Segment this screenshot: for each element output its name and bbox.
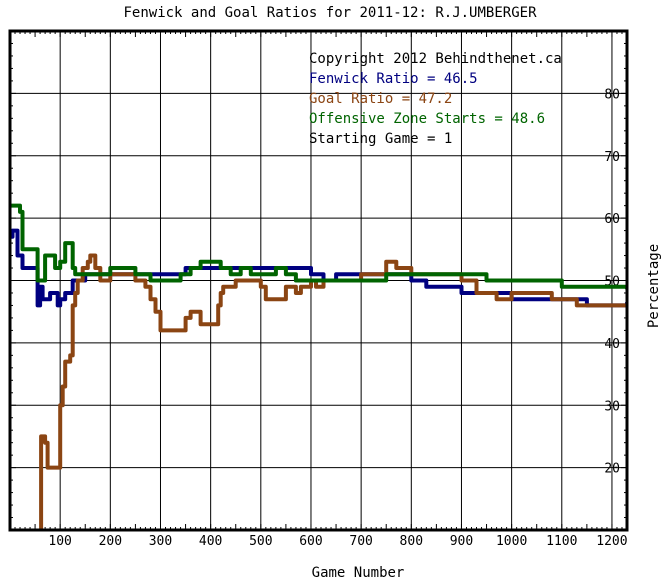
x-tick-label: 900 [450, 534, 473, 549]
x-tick-label: 600 [299, 534, 322, 549]
legend-annotation: Copyright 2012 Behindthenet.ca [309, 51, 562, 67]
y-tick-label: 70 [604, 150, 620, 165]
series-line-fenwick-ratio [10, 228, 627, 308]
x-tick-label: 200 [99, 534, 122, 549]
x-axis-title: Game Number [312, 565, 405, 580]
grid-layer [10, 31, 627, 530]
x-tick-label: 1100 [546, 534, 577, 549]
series-layer [10, 203, 627, 530]
legend-annotation: Goal Ratio = 47.2 [309, 91, 452, 107]
y-tick-label: 80 [604, 87, 620, 102]
plot-frame [8, 29, 629, 532]
x-tick-label: 1200 [596, 534, 627, 549]
legend-annotation: Fenwick Ratio = 46.5 [309, 71, 478, 87]
x-tick-label: 400 [199, 534, 222, 549]
x-tick-label: 700 [349, 534, 372, 549]
y-tick-label: 30 [604, 399, 620, 414]
x-tick-label: 800 [400, 534, 423, 549]
x-tick-label: 300 [149, 534, 172, 549]
y-tick-label: 20 [604, 462, 620, 477]
legend-annotations: Copyright 2012 Behindthenet.ca Fenwick Ra… [309, 51, 562, 147]
chart-title: Fenwick and Goal Ratios for 2011-12: R.J… [123, 5, 537, 21]
y-tick-label: 40 [604, 337, 620, 352]
legend-annotation: Offensive Zone Starts = 48.6 [309, 111, 545, 127]
x-tick-label: 1000 [496, 534, 527, 549]
x-tick-label: 100 [48, 534, 71, 549]
series-line-offensive-zone-starts [10, 203, 627, 290]
legend-annotation: Starting Game = 1 [309, 131, 452, 147]
y-tick-label: 60 [604, 212, 620, 227]
x-tick-label: 500 [249, 534, 272, 549]
y-axis-title: Percentage [646, 244, 662, 328]
